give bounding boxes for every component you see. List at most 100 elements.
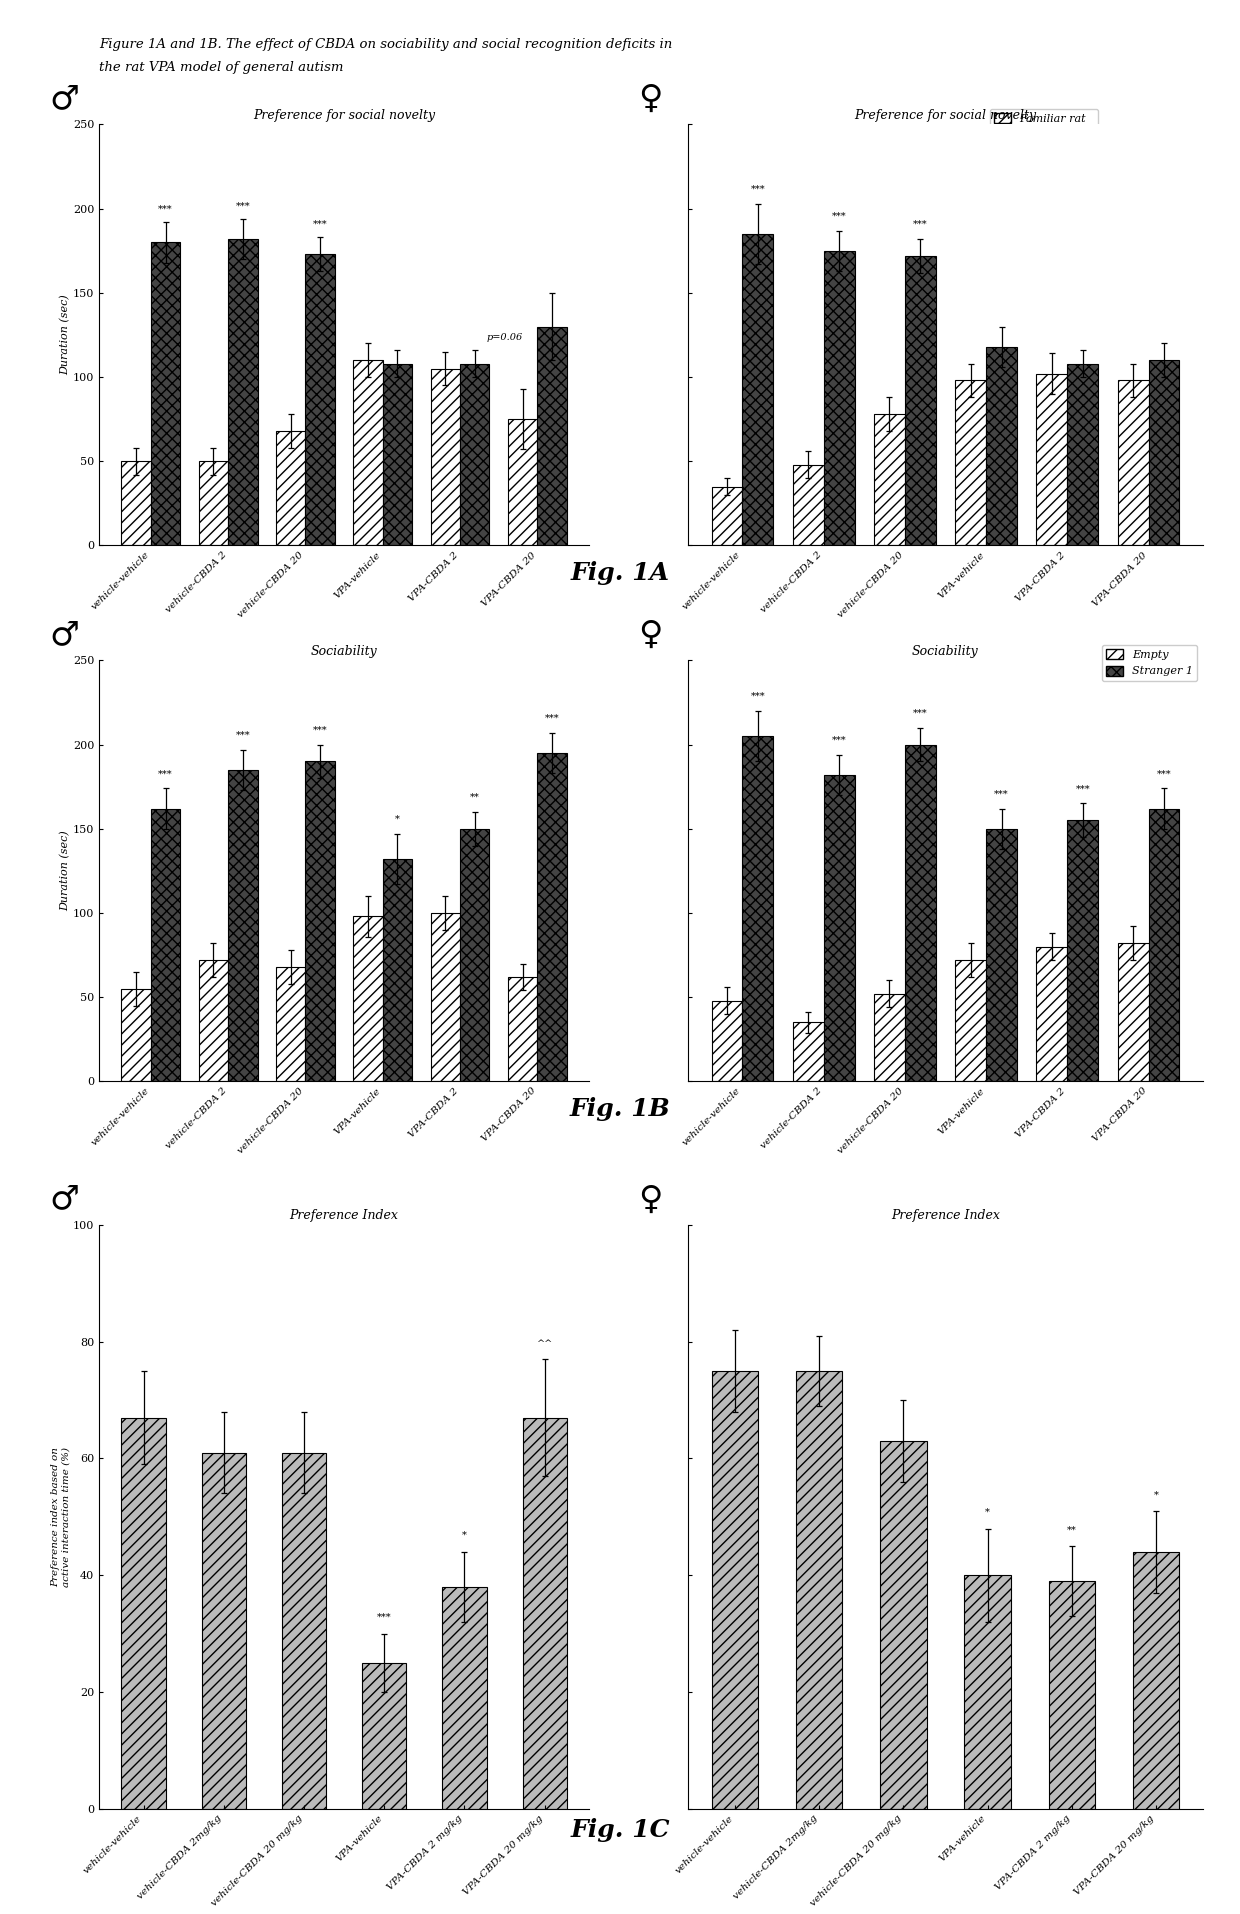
Text: *: *: [463, 1531, 467, 1541]
Bar: [508, 976, 537, 1081]
Bar: [537, 752, 567, 1081]
Text: ***: ***: [832, 211, 847, 220]
Text: ***: ***: [544, 714, 559, 723]
Bar: [796, 1370, 842, 1809]
Bar: [955, 961, 986, 1081]
Bar: [537, 327, 567, 545]
Bar: [743, 234, 774, 545]
Bar: [443, 1587, 486, 1809]
Bar: [353, 917, 383, 1081]
Text: ***: ***: [236, 731, 250, 739]
Bar: [1049, 1581, 1095, 1809]
Text: Fig. 1A: Fig. 1A: [570, 561, 670, 586]
Text: Fig. 1B: Fig. 1B: [569, 1097, 671, 1122]
Text: ***: ***: [913, 708, 928, 718]
Text: ♂: ♂: [50, 82, 79, 115]
Text: ***: ***: [1157, 769, 1172, 779]
Text: ***: ***: [832, 735, 847, 745]
Bar: [508, 419, 537, 545]
Text: ***: ***: [312, 725, 327, 735]
Bar: [743, 737, 774, 1081]
Bar: [880, 1441, 926, 1809]
Text: ***: ***: [750, 184, 765, 193]
Legend: Familiar rat, Unknown rat: Familiar rat, Unknown rat: [990, 109, 1097, 145]
Bar: [905, 256, 936, 545]
Text: ♂: ♂: [50, 1183, 79, 1215]
Bar: [383, 859, 412, 1081]
Bar: [277, 967, 305, 1081]
Y-axis label: Duration (sec): Duration (sec): [60, 295, 71, 375]
Legend: Empty, Stranger 1: Empty, Stranger 1: [1102, 645, 1198, 681]
Bar: [986, 829, 1017, 1081]
Bar: [305, 255, 335, 545]
Bar: [277, 431, 305, 545]
Bar: [1148, 360, 1179, 545]
Bar: [151, 808, 180, 1081]
Title: Sociability: Sociability: [913, 645, 978, 658]
Bar: [353, 360, 383, 545]
Text: **: **: [1068, 1525, 1076, 1535]
Text: *: *: [1153, 1491, 1158, 1499]
Bar: [965, 1575, 1011, 1809]
Text: ♀: ♀: [639, 1183, 663, 1215]
Bar: [874, 993, 905, 1081]
Bar: [281, 1453, 326, 1809]
Text: ***: ***: [159, 769, 172, 779]
Text: ^^: ^^: [537, 1338, 553, 1347]
Bar: [1037, 373, 1068, 545]
Bar: [362, 1663, 407, 1809]
Text: *: *: [396, 815, 399, 823]
Text: *: *: [986, 1508, 990, 1516]
Title: Preference for social novelty: Preference for social novelty: [854, 109, 1037, 122]
Bar: [122, 990, 151, 1081]
Bar: [430, 913, 460, 1081]
Text: ***: ***: [236, 201, 250, 211]
Bar: [460, 364, 490, 545]
Text: ***: ***: [913, 220, 928, 230]
Bar: [1037, 947, 1068, 1081]
Text: ♂: ♂: [50, 618, 79, 651]
Text: the rat VPA model of general autism: the rat VPA model of general autism: [99, 61, 343, 75]
Bar: [430, 369, 460, 545]
Text: ♀: ♀: [639, 618, 663, 651]
Text: ***: ***: [377, 1614, 392, 1621]
Bar: [202, 1453, 246, 1809]
Title: Sociability: Sociability: [311, 645, 377, 658]
Bar: [712, 486, 743, 545]
Bar: [122, 461, 151, 545]
Bar: [1068, 821, 1099, 1081]
Title: Preference Index: Preference Index: [892, 1210, 999, 1223]
Bar: [198, 461, 228, 545]
Title: Preference Index: Preference Index: [290, 1210, 398, 1223]
Bar: [955, 381, 986, 545]
Text: Fig. 1C: Fig. 1C: [570, 1818, 670, 1843]
Text: p=0.06: p=0.06: [486, 333, 522, 343]
Bar: [792, 1022, 823, 1081]
Bar: [792, 465, 823, 545]
Bar: [198, 961, 228, 1081]
Y-axis label: Preference index based on
active interaction time (%): Preference index based on active interac…: [51, 1447, 71, 1587]
Bar: [712, 1001, 743, 1081]
Y-axis label: Duration (sec): Duration (sec): [60, 831, 71, 911]
Text: ***: ***: [1075, 785, 1090, 794]
Bar: [874, 413, 905, 545]
Text: Figure 1A and 1B. The effect of CBDA on sociability and social recognition defic: Figure 1A and 1B. The effect of CBDA on …: [99, 38, 672, 52]
Bar: [122, 1418, 166, 1809]
Bar: [228, 239, 258, 545]
Text: ♀: ♀: [639, 82, 663, 115]
Bar: [383, 364, 412, 545]
Bar: [986, 346, 1017, 545]
Title: Preference for social novelty: Preference for social novelty: [253, 109, 435, 122]
Text: **: **: [470, 792, 480, 802]
Bar: [823, 251, 854, 545]
Bar: [1068, 364, 1099, 545]
Bar: [460, 829, 490, 1081]
Bar: [1117, 381, 1148, 545]
Bar: [151, 243, 180, 545]
Text: ***: ***: [994, 789, 1009, 798]
Bar: [305, 762, 335, 1081]
Text: ***: ***: [312, 220, 327, 230]
Bar: [1117, 944, 1148, 1081]
Bar: [1133, 1552, 1179, 1809]
Text: ***: ***: [159, 205, 172, 214]
